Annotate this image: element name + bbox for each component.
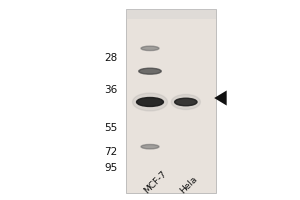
Ellipse shape (141, 144, 159, 149)
Text: 55: 55 (104, 123, 117, 133)
Text: 95: 95 (104, 163, 117, 173)
Polygon shape (214, 90, 227, 106)
Text: MCF-7: MCF-7 (142, 169, 168, 195)
Text: Hela: Hela (178, 174, 199, 195)
Text: 72: 72 (104, 147, 117, 157)
Ellipse shape (139, 68, 161, 74)
Ellipse shape (141, 46, 159, 51)
Text: 28: 28 (104, 53, 117, 63)
Ellipse shape (133, 93, 167, 111)
Text: 36: 36 (104, 85, 117, 95)
Ellipse shape (175, 98, 197, 106)
Bar (126, 9, 216, 193)
Ellipse shape (136, 98, 164, 106)
Ellipse shape (171, 94, 200, 110)
Bar (126, 9, 216, 19)
